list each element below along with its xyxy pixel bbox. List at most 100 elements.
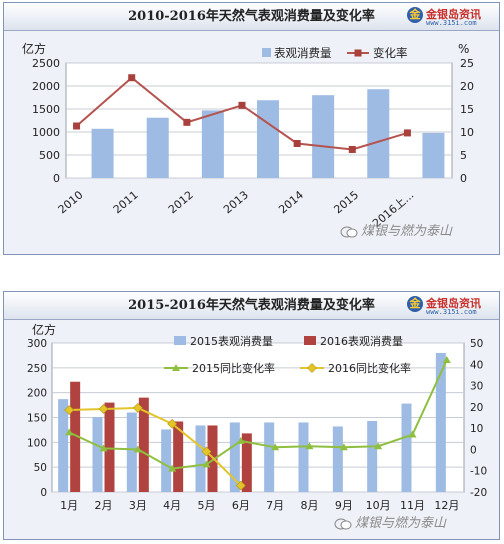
chart-2-title: 2015-2016年天然气表观消费量及变化率 [4,292,499,320]
line-2015-marker [271,443,280,451]
bar-2015 [367,420,378,492]
line-2015-marker [408,430,417,438]
watermark-text: 煤银与燃为泰山 [355,516,447,531]
y2-tick-label: 20 [470,402,483,414]
bar-2016 [241,433,252,492]
legend-marker [354,49,362,57]
y-tick-label: 150 [27,413,47,425]
line-marker [403,129,411,137]
logo-url: www.315i.com [426,19,477,27]
line-2016-marker [167,418,178,429]
y2-tick-label: 20 [460,80,474,93]
bar-2015 [58,399,69,492]
logo-mark-icon: 金 [407,296,423,312]
legend-marker [307,363,317,373]
y-tick-label: 2500 [32,57,60,70]
x-tick-label: 1月 [60,499,78,512]
line-marker [73,122,81,130]
line-2015-marker [339,443,348,451]
x-tick-label: 4月 [163,499,181,512]
y-tick-label: 250 [27,363,47,375]
y-tick-label: 200 [27,388,47,400]
bar-2016 [104,402,115,492]
legend-label: 2015同比变化率 [192,361,275,375]
logo-url: www.315i.com [426,308,477,316]
bar [312,95,335,178]
bar [146,117,169,178]
x-tick-label: 2010 [56,188,86,216]
bar [367,89,390,178]
x-tick-label: 2011 [111,188,141,216]
logo: 金 金银岛资讯 www.315i.com [407,5,491,29]
legend-swatch [174,336,186,345]
y-axis-unit: 亿方 [22,41,46,56]
chart-panel-1: 2010-2016年天然气表观消费量及变化率 金 金银岛资讯 www.315i.… [3,2,500,255]
legend-label: 2016同比变化率 [328,361,411,375]
line-2016-marker [64,405,75,415]
y-tick-label: 0 [53,172,60,185]
line-2016-marker [201,446,212,457]
y2-tick-label: 5 [460,149,467,162]
y2-tick-label: 0 [460,172,467,185]
bar-2016 [70,381,81,492]
line-marker [238,101,246,109]
y-axis-unit: 亿方 [32,322,56,337]
line-2016-marker [98,404,109,414]
y2-tick-label: -20 [470,487,487,499]
line-2015-marker [99,444,108,452]
x-tick-label: 5月 [198,499,216,512]
x-tick-label: 8月 [301,499,319,512]
logo-brand: 金银岛资讯 [426,8,481,21]
y-tick-label: 100 [27,437,47,449]
line-2015-marker [168,464,177,472]
bar-2015 [435,352,446,492]
legend-label: 2015表观消费量 [190,334,273,348]
line-marker [128,74,136,82]
x-tick-label: 7月 [266,499,284,512]
watermark-2: 煤银与燃为泰山 [334,512,446,531]
bar-2015 [161,429,172,492]
bar-2016 [138,397,149,492]
line-2015-marker [202,460,211,468]
y2-tick-label: 15 [460,103,474,116]
bar [422,132,445,178]
wechat-icon [334,518,352,529]
chart-panel-2: 2015-2016年天然气表观消费量及变化率 金 金银岛资讯 www.315i.… [3,291,500,540]
y2-tick-label: 10 [470,423,483,435]
line-2015-marker [442,356,451,364]
line-2016-marker [132,402,143,413]
line-marker [293,140,301,147]
y2-tick-label: 0 [470,444,477,456]
x-tick-label: 3月 [129,499,147,512]
legend-label: 2016表观消费量 [320,334,403,348]
x-tick-label: 2014 [276,188,306,216]
x-tick-label: 6月 [232,499,250,512]
x-tick-label: 2月 [95,499,113,512]
line-2015-marker [374,442,383,450]
y-tick-label: 300 [27,338,47,350]
legend-label: 表观消费量 [274,46,332,60]
bar-2015 [92,417,103,492]
line-2015-marker [305,442,314,450]
y-tick-label: 2000 [32,80,60,93]
y2-tick-label: 10 [460,126,474,139]
line-marker [183,118,191,126]
x-tick-label: 2015 [331,188,361,216]
chart-2-plot: 0 50 100 150 200 250 300 -20 -10 0 10 20 30 40 50 亿方 1月 2… [27,322,487,512]
x-tick-label: 12月 [434,499,459,512]
watermark-1: 煤银与燃为泰山 [340,220,452,239]
line-2015-marker [65,428,74,436]
logo: 金 金银岛资讯 www.315i.com [407,294,491,318]
bar [91,128,114,178]
line-marker [348,145,356,153]
x-tick-label: 9月 [335,499,353,512]
bar-2015 [264,422,275,492]
watermark-text: 煤银与燃为泰山 [361,224,453,239]
x-tick-label: 2012 [166,188,196,216]
y-tick-label: 500 [39,149,60,162]
x-tick-label: 11月 [400,499,425,512]
y-tick-label: 1500 [32,103,60,116]
bar-2015 [298,422,309,492]
x-tick-label: 10月 [366,499,391,512]
line-2016-marker [235,480,246,491]
